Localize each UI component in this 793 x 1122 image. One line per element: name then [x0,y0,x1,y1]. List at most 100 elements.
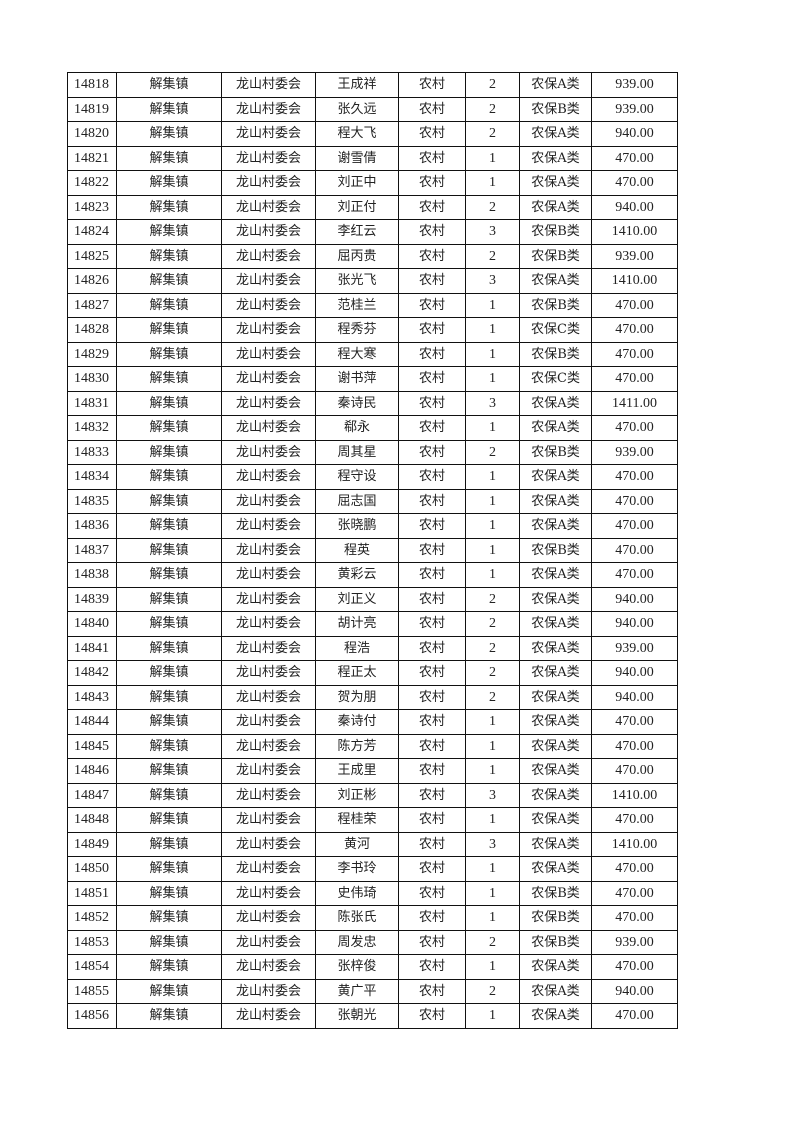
household-type-cell: 农村 [398,390,466,416]
table-row: 14855 解集镇 龙山村委会 黄广平 农村 2 农保A类 940.00 [67,978,678,1004]
table-row: 14847 解集镇 龙山村委会 刘正彬 农村 3 农保A类 1410.00 [67,782,678,808]
member-count-cell: 3 [465,390,520,416]
insurance-category-cell: 农保A类 [519,145,592,171]
amount-cell: 470.00 [591,807,678,833]
household-type-cell: 农村 [398,488,466,514]
table-row: 14842 解集镇 龙山村委会 程正太 农村 2 农保A类 940.00 [67,660,678,686]
town-cell: 解集镇 [116,464,222,490]
insurance-category-cell: 农保A类 [519,733,592,759]
row-id-cell: 14845 [67,733,117,759]
town-cell: 解集镇 [116,537,222,563]
town-cell: 解集镇 [116,390,222,416]
row-id-cell: 14842 [67,660,117,686]
table-row: 14823 解集镇 龙山村委会 刘正付 农村 2 农保A类 940.00 [67,194,678,220]
member-count-cell: 1 [465,464,520,490]
household-type-cell: 农村 [398,586,466,612]
insurance-category-cell: 农保B类 [519,219,592,245]
table-row: 14835 解集镇 龙山村委会 屈志国 农村 1 农保A类 470.00 [67,488,678,514]
village-committee-cell: 龙山村委会 [221,1003,316,1029]
person-name-cell: 周发忠 [315,929,399,955]
village-committee-cell: 龙山村委会 [221,537,316,563]
person-name-cell: 张光飞 [315,268,399,294]
person-name-cell: 胡计亮 [315,611,399,637]
town-cell: 解集镇 [116,96,222,122]
member-count-cell: 1 [465,488,520,514]
household-type-cell: 农村 [398,660,466,686]
table-row: 14828 解集镇 龙山村委会 程秀芬 农村 1 农保C类 470.00 [67,317,678,343]
member-count-cell: 1 [465,905,520,931]
table-row: 14839 解集镇 龙山村委会 刘正义 农村 2 农保A类 940.00 [67,586,678,612]
member-count-cell: 3 [465,831,520,857]
amount-cell: 940.00 [591,586,678,612]
member-count-cell: 2 [465,929,520,955]
town-cell: 解集镇 [116,856,222,882]
insurance-category-cell: 农保A类 [519,1003,592,1029]
town-cell: 解集镇 [116,733,222,759]
insurance-category-cell: 农保B类 [519,929,592,955]
amount-cell: 470.00 [591,709,678,735]
table-row: 14822 解集镇 龙山村委会 刘正中 农村 1 农保A类 470.00 [67,170,678,196]
insurance-category-cell: 农保B类 [519,243,592,269]
member-count-cell: 1 [465,733,520,759]
town-cell: 解集镇 [116,145,222,171]
person-name-cell: 张久远 [315,96,399,122]
table-row: 14856 解集镇 龙山村委会 张朝光 农村 1 农保A类 470.00 [67,1003,678,1029]
person-name-cell: 刘正彬 [315,782,399,808]
amount-cell: 470.00 [591,292,678,318]
member-count-cell: 2 [465,611,520,637]
insurance-category-cell: 农保B类 [519,537,592,563]
person-name-cell: 张朝光 [315,1003,399,1029]
table-row: 14824 解集镇 龙山村委会 李红云 农村 3 农保B类 1410.00 [67,219,678,245]
amount-cell: 470.00 [591,513,678,539]
town-cell: 解集镇 [116,1003,222,1029]
member-count-cell: 1 [465,856,520,882]
amount-cell: 939.00 [591,96,678,122]
amount-cell: 1411.00 [591,390,678,416]
village-committee-cell: 龙山村委会 [221,611,316,637]
town-cell: 解集镇 [116,292,222,318]
member-count-cell: 2 [465,243,520,269]
table-row: 14849 解集镇 龙山村委会 黄河 农村 3 农保A类 1410.00 [67,831,678,857]
amount-cell: 940.00 [591,660,678,686]
table-row: 14820 解集镇 龙山村委会 程大飞 农村 2 农保A类 940.00 [67,121,678,147]
insurance-category-cell: 农保B类 [519,292,592,318]
row-id-cell: 14837 [67,537,117,563]
household-type-cell: 农村 [398,415,466,441]
row-id-cell: 14836 [67,513,117,539]
household-type-cell: 农村 [398,317,466,343]
row-id-cell: 14849 [67,831,117,857]
table-row: 14843 解集镇 龙山村委会 贺为朋 农村 2 农保A类 940.00 [67,684,678,710]
town-cell: 解集镇 [116,415,222,441]
amount-cell: 470.00 [591,170,678,196]
table-row: 14827 解集镇 龙山村委会 范桂兰 农村 1 农保B类 470.00 [67,292,678,318]
person-name-cell: 周其星 [315,439,399,465]
village-committee-cell: 龙山村委会 [221,684,316,710]
amount-cell: 939.00 [591,243,678,269]
row-id-cell: 14843 [67,684,117,710]
person-name-cell: 史伟琦 [315,880,399,906]
village-committee-cell: 龙山村委会 [221,660,316,686]
town-cell: 解集镇 [116,121,222,147]
village-committee-cell: 龙山村委会 [221,831,316,857]
person-name-cell: 谢书萍 [315,366,399,392]
person-name-cell: 谢雪倩 [315,145,399,171]
person-name-cell: 刘正中 [315,170,399,196]
table-row: 14844 解集镇 龙山村委会 秦诗付 农村 1 农保A类 470.00 [67,709,678,735]
town-cell: 解集镇 [116,954,222,980]
row-id-cell: 14853 [67,929,117,955]
amount-cell: 940.00 [591,194,678,220]
person-name-cell: 程秀芬 [315,317,399,343]
insurance-category-cell: 农保A类 [519,831,592,857]
village-committee-cell: 龙山村委会 [221,317,316,343]
member-count-cell: 2 [465,72,520,98]
insurance-category-cell: 农保A类 [519,586,592,612]
insurance-category-cell: 农保A类 [519,194,592,220]
table-row: 14854 解集镇 龙山村委会 张梓俊 农村 1 农保A类 470.00 [67,954,678,980]
table-row: 14853 解集镇 龙山村委会 周发忠 农村 2 农保B类 939.00 [67,929,678,955]
amount-cell: 1410.00 [591,831,678,857]
village-committee-cell: 龙山村委会 [221,219,316,245]
town-cell: 解集镇 [116,782,222,808]
amount-cell: 940.00 [591,121,678,147]
amount-cell: 470.00 [591,856,678,882]
town-cell: 解集镇 [116,831,222,857]
